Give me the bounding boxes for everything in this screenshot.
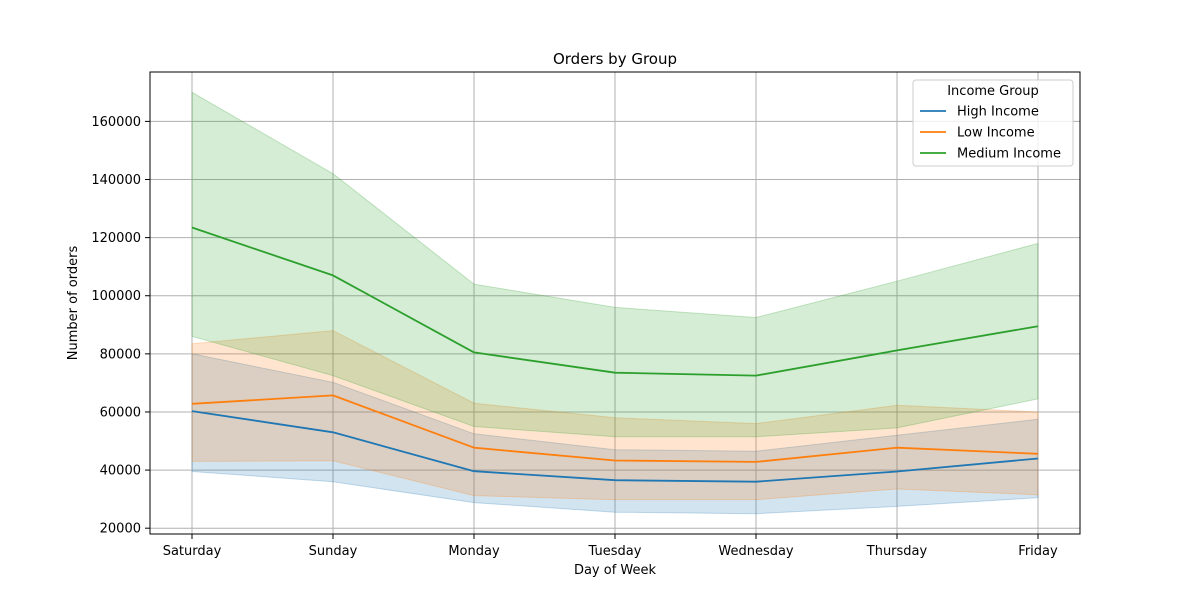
legend-label: High Income [957,105,1039,120]
legend-label: Medium Income [957,147,1061,162]
x-tick-label: Wednesday [718,544,794,559]
x-axis-ticks: Saturday Sunday Monday Tuesday Wednesday Thur… [163,534,1058,559]
band-low-income [191,330,1039,501]
y-tick-label: 80000 [100,347,141,362]
series-lines [191,226,1039,483]
x-tick-label: Monday [448,544,500,559]
x-tick-label: Saturday [163,544,222,559]
legend-box [912,79,1074,167]
y-tick-label: 100000 [91,289,141,304]
chart-title: Orders by Group [553,50,677,68]
legend: Income Group High Income Low Income Medium… [912,79,1074,167]
y-tick-label: 120000 [91,231,141,246]
y-tick-label: 20000 [100,522,141,537]
x-tick-label: Thursday [866,544,928,559]
x-tick-label: Sunday [309,544,358,559]
y-axis-label: Number of orders [66,246,81,361]
band-medium-income [191,91,1039,438]
grid [150,72,1080,534]
y-axis-ticks: 20000 40000 60000 80000 100000 120000 140000 16… [91,115,150,537]
y-tick-label: 40000 [100,464,141,479]
x-tick-label: Friday [1018,544,1058,559]
confidence-bands [191,91,1039,515]
y-tick-label: 160000 [91,115,141,130]
y-tick-label: 60000 [100,405,141,420]
legend-label: Low Income [957,126,1035,141]
x-tick-label: Tuesday [588,544,642,559]
x-axis-label: Day of Week [574,563,657,578]
legend-title: Income Group [947,84,1039,99]
y-tick-label: 140000 [91,173,141,188]
band-high-income [191,353,1039,515]
